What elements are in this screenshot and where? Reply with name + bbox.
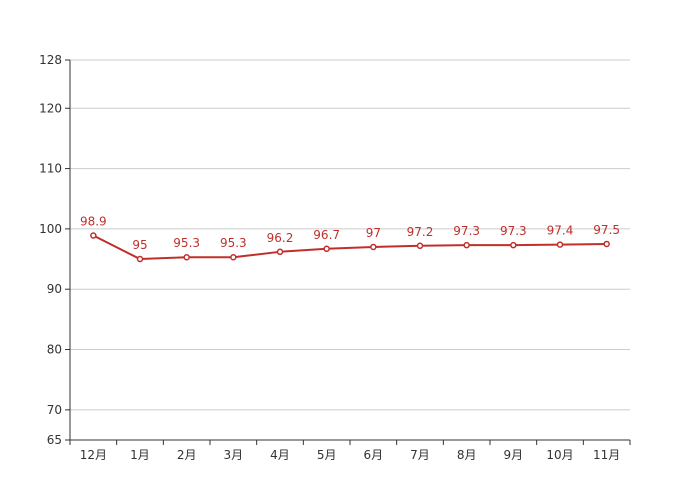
x-tick-label: 6月 (364, 448, 384, 462)
data-label: 95 (132, 238, 147, 252)
data-label: 97.3 (500, 224, 527, 238)
data-labels: 98.9 95 95.3 95.3 96.2 96.7 97 97.2 97.3 97.3 97.4… (80, 215, 620, 253)
data-point (183, 253, 190, 261)
data-label: 97.5 (593, 223, 620, 237)
data-label: 97.4 (547, 224, 574, 238)
y-tick-label: 70 (47, 403, 62, 417)
data-label: 95.3 (220, 236, 247, 250)
x-tick-label: 11月 (593, 448, 620, 462)
y-tick-label: 90 (47, 282, 62, 296)
y-tick-label: 65 (47, 433, 62, 447)
data-label: 98.9 (80, 215, 107, 229)
y-tick-label: 80 (47, 343, 62, 357)
grid-lines (70, 59, 630, 411)
x-tick-label: 8月 (457, 448, 477, 462)
axes: 65 70 80 90 100 110 120 128 12月 1月 2月 3月 4月 5月 6月 7月 8月 9… (39, 53, 631, 462)
data-point (323, 245, 330, 253)
data-point (510, 241, 517, 249)
data-label: 97.2 (407, 225, 434, 239)
series-line (92, 234, 607, 261)
y-tick-label: 110 (39, 162, 62, 176)
y-tick-label: 120 (39, 101, 62, 115)
data-point (370, 243, 377, 251)
data-point (416, 242, 424, 250)
x-tick-label: 9月 (504, 448, 524, 462)
x-tick-label: 10月 (546, 448, 573, 462)
data-point (276, 248, 284, 256)
data-label: 97 (366, 226, 381, 240)
data-point (463, 241, 470, 249)
data-point (136, 255, 144, 263)
data-point (90, 232, 97, 239)
y-tick-label: 100 (39, 222, 62, 236)
data-label: 95.3 (173, 236, 200, 250)
data-point (230, 253, 237, 261)
y-tick-label: 128 (39, 53, 62, 67)
data-point (556, 241, 564, 248)
data-label: 96.2 (267, 231, 294, 245)
x-tick-label: 4月 (270, 448, 290, 462)
x-tick-label: 7月 (410, 448, 430, 462)
data-label: 96.7 (313, 228, 340, 242)
data-label: 97.3 (453, 224, 480, 238)
x-tick-label: 3月 (224, 448, 244, 462)
series-layer (90, 232, 610, 263)
data-point (603, 240, 610, 248)
x-tick-label: 2月 (177, 448, 197, 462)
x-tick-label: 12月 (80, 448, 107, 462)
x-tick-label: 5月 (317, 448, 337, 462)
x-tick-label: 1月 (130, 448, 150, 462)
